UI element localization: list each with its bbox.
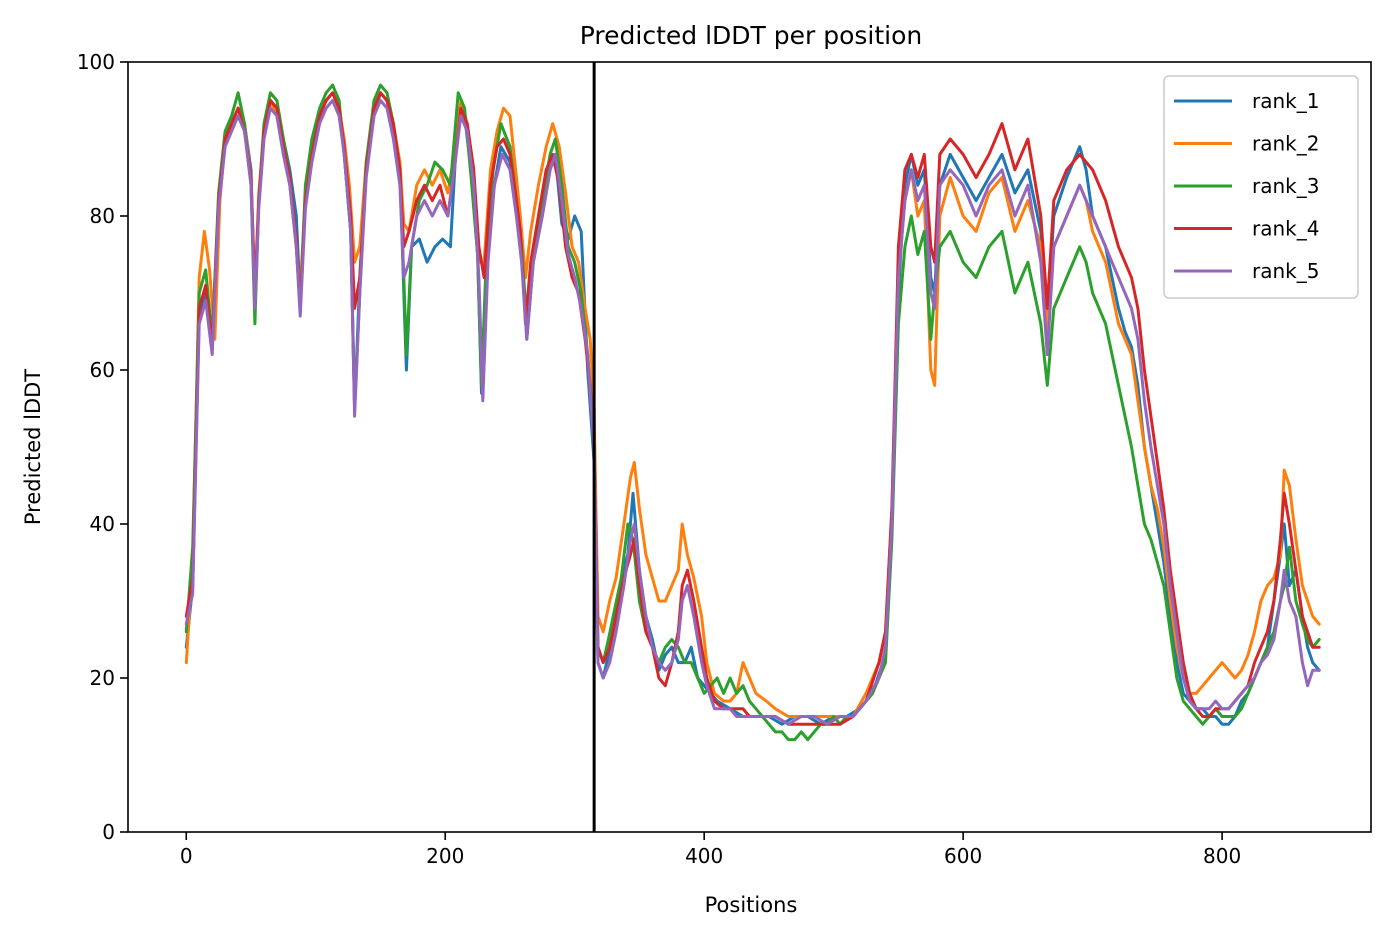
y-tick-label: 100: [77, 50, 115, 74]
legend-label-rank_2: rank_2: [1252, 132, 1319, 156]
legend-box: [1163, 75, 1359, 299]
x-axis: 0 200 400 600 800: [180, 832, 1241, 868]
x-tick-label: 600: [944, 844, 982, 868]
legend-label-rank_5: rank_5: [1252, 259, 1319, 283]
y-axis: 0 20 40 60 80 100: [77, 50, 128, 844]
x-tick-label: 0: [180, 844, 193, 868]
plot-area-frame: [127, 61, 1372, 833]
x-tick-label: 200: [426, 844, 464, 868]
y-tick-label: 40: [90, 512, 115, 536]
x-axis-label: Positions: [705, 893, 798, 917]
legend-label-rank_1: rank_1: [1252, 89, 1319, 113]
x-tick-label: 800: [1203, 844, 1241, 868]
y-axis-label: Predicted lDDT: [21, 369, 45, 525]
legend-label-rank_4: rank_4: [1252, 217, 1319, 241]
series-lines: [184, 83, 1321, 742]
y-tick-label: 20: [90, 666, 115, 690]
y-tick-label: 0: [102, 820, 115, 844]
y-tick-label: 80: [90, 204, 115, 228]
chart-title: Predicted lDDT per position: [580, 21, 922, 50]
legend-label-rank_3: rank_3: [1252, 174, 1319, 198]
legend: rank_1 rank_2 rank_3 rank_4 rank_5: [1163, 75, 1359, 299]
series-line-rank_5: [184, 99, 1321, 726]
y-tick-label: 60: [90, 358, 115, 382]
x-tick-label: 400: [685, 844, 723, 868]
